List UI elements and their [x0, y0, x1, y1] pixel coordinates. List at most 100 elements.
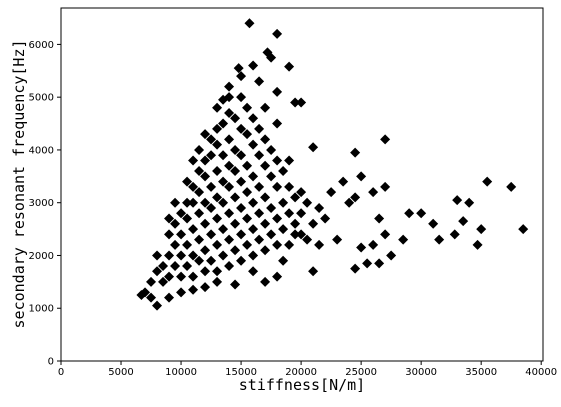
data-point: [242, 160, 253, 171]
data-point: [236, 176, 247, 187]
data-point: [284, 239, 295, 250]
data-point: [266, 202, 277, 213]
data-point: [244, 18, 255, 29]
data-point: [236, 229, 247, 240]
data-point: [206, 229, 217, 240]
data-point: [248, 171, 259, 182]
data-point: [302, 197, 313, 208]
data-point: [254, 76, 265, 87]
data-point: [224, 208, 235, 219]
data-point: [248, 113, 259, 124]
data-point: [272, 239, 283, 250]
data-point: [242, 129, 253, 140]
data-point: [278, 166, 289, 177]
data-point: [164, 292, 175, 303]
data-point: [272, 118, 283, 129]
data-point: [476, 224, 487, 235]
data-point: [224, 92, 235, 103]
data-point: [266, 229, 277, 240]
data-point: [230, 113, 241, 124]
data-point: [218, 150, 229, 161]
y-tick-label: 6000: [29, 40, 54, 51]
x-tick-label: 10000: [165, 367, 197, 378]
data-point: [278, 224, 289, 235]
data-point: [332, 234, 343, 245]
y-tick-label: 1000: [29, 304, 54, 315]
data-point: [314, 202, 325, 213]
data-point: [194, 234, 205, 245]
data-point: [200, 155, 211, 166]
data-point: [362, 258, 373, 269]
data-point: [230, 279, 241, 290]
data-point: [272, 271, 283, 282]
data-point: [472, 239, 483, 250]
data-point: [380, 134, 391, 145]
data-point: [272, 155, 283, 166]
data-point: [170, 261, 181, 272]
data-point: [278, 197, 289, 208]
data-point: [284, 208, 295, 219]
data-point: [152, 250, 163, 261]
data-point: [356, 171, 367, 182]
x-tick-label: 40000: [525, 367, 557, 378]
data-point: [224, 261, 235, 272]
data-point: [176, 271, 187, 282]
data-point: [290, 192, 301, 203]
y-tick-label: 4000: [29, 145, 54, 156]
data-point: [284, 155, 295, 166]
data-point: [398, 234, 409, 245]
x-tick-label: 20000: [285, 367, 317, 378]
data-point: [260, 102, 271, 113]
data-point: [482, 176, 493, 187]
y-tick-label: 0: [48, 357, 54, 368]
data-point: [212, 276, 223, 287]
data-point: [236, 202, 247, 213]
data-point: [236, 150, 247, 161]
data-point: [260, 192, 271, 203]
data-point: [230, 166, 241, 177]
data-point: [206, 150, 217, 161]
data-point: [272, 213, 283, 224]
data-point: [200, 218, 211, 229]
data-point: [272, 28, 283, 39]
data-point: [230, 192, 241, 203]
x-tick-label: 30000: [405, 367, 437, 378]
data-point: [368, 187, 379, 198]
data-point: [428, 218, 439, 229]
data-point: [248, 139, 259, 150]
x-tick-label: 35000: [465, 367, 497, 378]
data-point: [212, 166, 223, 177]
data-point: [206, 255, 217, 266]
data-point: [266, 171, 277, 182]
data-point: [200, 266, 211, 277]
data-point: [290, 229, 301, 240]
data-point: [188, 224, 199, 235]
data-point: [284, 61, 295, 72]
data-point: [230, 245, 241, 256]
data-point: [248, 197, 259, 208]
data-point: [188, 155, 199, 166]
y-axis-label: secondary resonant frequency[Hz]: [10, 40, 28, 329]
data-point: [356, 242, 367, 253]
data-point: [380, 181, 391, 192]
data-point: [290, 218, 301, 229]
data-point: [308, 218, 319, 229]
data-point: [344, 197, 355, 208]
data-point: [320, 213, 331, 224]
data-point: [188, 250, 199, 261]
data-point: [170, 239, 181, 250]
data-point: [260, 245, 271, 256]
data-point: [224, 81, 235, 92]
data-point: [272, 86, 283, 97]
data-point: [236, 92, 247, 103]
data-point: [326, 187, 337, 198]
data-point: [140, 287, 151, 298]
data-point: [164, 250, 175, 261]
data-point: [230, 218, 241, 229]
data-point: [212, 139, 223, 150]
data-point: [176, 208, 187, 219]
data-point: [338, 176, 349, 187]
y-tick-label: 3000: [29, 198, 54, 209]
data-point: [230, 144, 241, 155]
data-point: [260, 276, 271, 287]
